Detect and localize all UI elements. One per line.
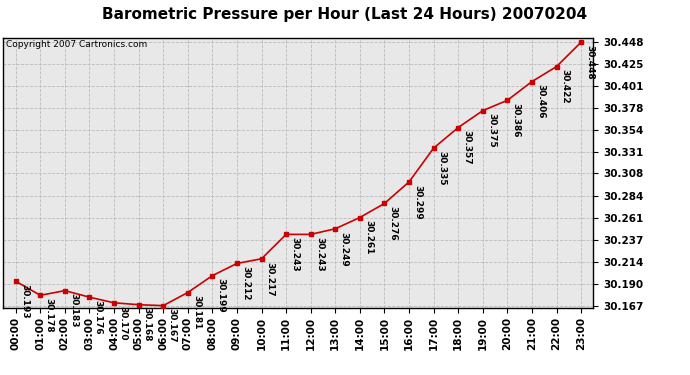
Text: 30.261: 30.261 — [364, 220, 373, 255]
Text: 30.199: 30.199 — [217, 278, 226, 313]
Text: 30.299: 30.299 — [413, 184, 422, 219]
Text: 30.406: 30.406 — [536, 84, 545, 119]
Text: 30.167: 30.167 — [168, 308, 177, 343]
Text: 30.357: 30.357 — [462, 130, 471, 165]
Text: 30.243: 30.243 — [315, 237, 324, 272]
Text: 30.212: 30.212 — [241, 266, 250, 301]
Text: 30.386: 30.386 — [511, 103, 520, 138]
Text: 30.193: 30.193 — [20, 284, 29, 319]
Text: 30.375: 30.375 — [487, 113, 496, 148]
Text: 30.243: 30.243 — [290, 237, 299, 272]
Text: 30.170: 30.170 — [118, 306, 127, 340]
Text: 30.183: 30.183 — [69, 293, 78, 328]
Text: Barometric Pressure per Hour (Last 24 Hours) 20070204: Barometric Pressure per Hour (Last 24 Ho… — [102, 8, 588, 22]
Text: 30.276: 30.276 — [388, 206, 397, 241]
Text: 30.168: 30.168 — [143, 308, 152, 342]
Text: 30.181: 30.181 — [192, 295, 201, 330]
Text: 30.249: 30.249 — [339, 231, 348, 266]
Text: 30.176: 30.176 — [94, 300, 103, 334]
Text: Copyright 2007 Cartronics.com: Copyright 2007 Cartronics.com — [6, 40, 148, 49]
Text: 30.217: 30.217 — [266, 261, 275, 296]
Text: 30.448: 30.448 — [585, 45, 594, 80]
Text: 30.178: 30.178 — [44, 298, 54, 333]
Text: 30.422: 30.422 — [561, 69, 570, 104]
Text: 30.335: 30.335 — [437, 151, 447, 185]
